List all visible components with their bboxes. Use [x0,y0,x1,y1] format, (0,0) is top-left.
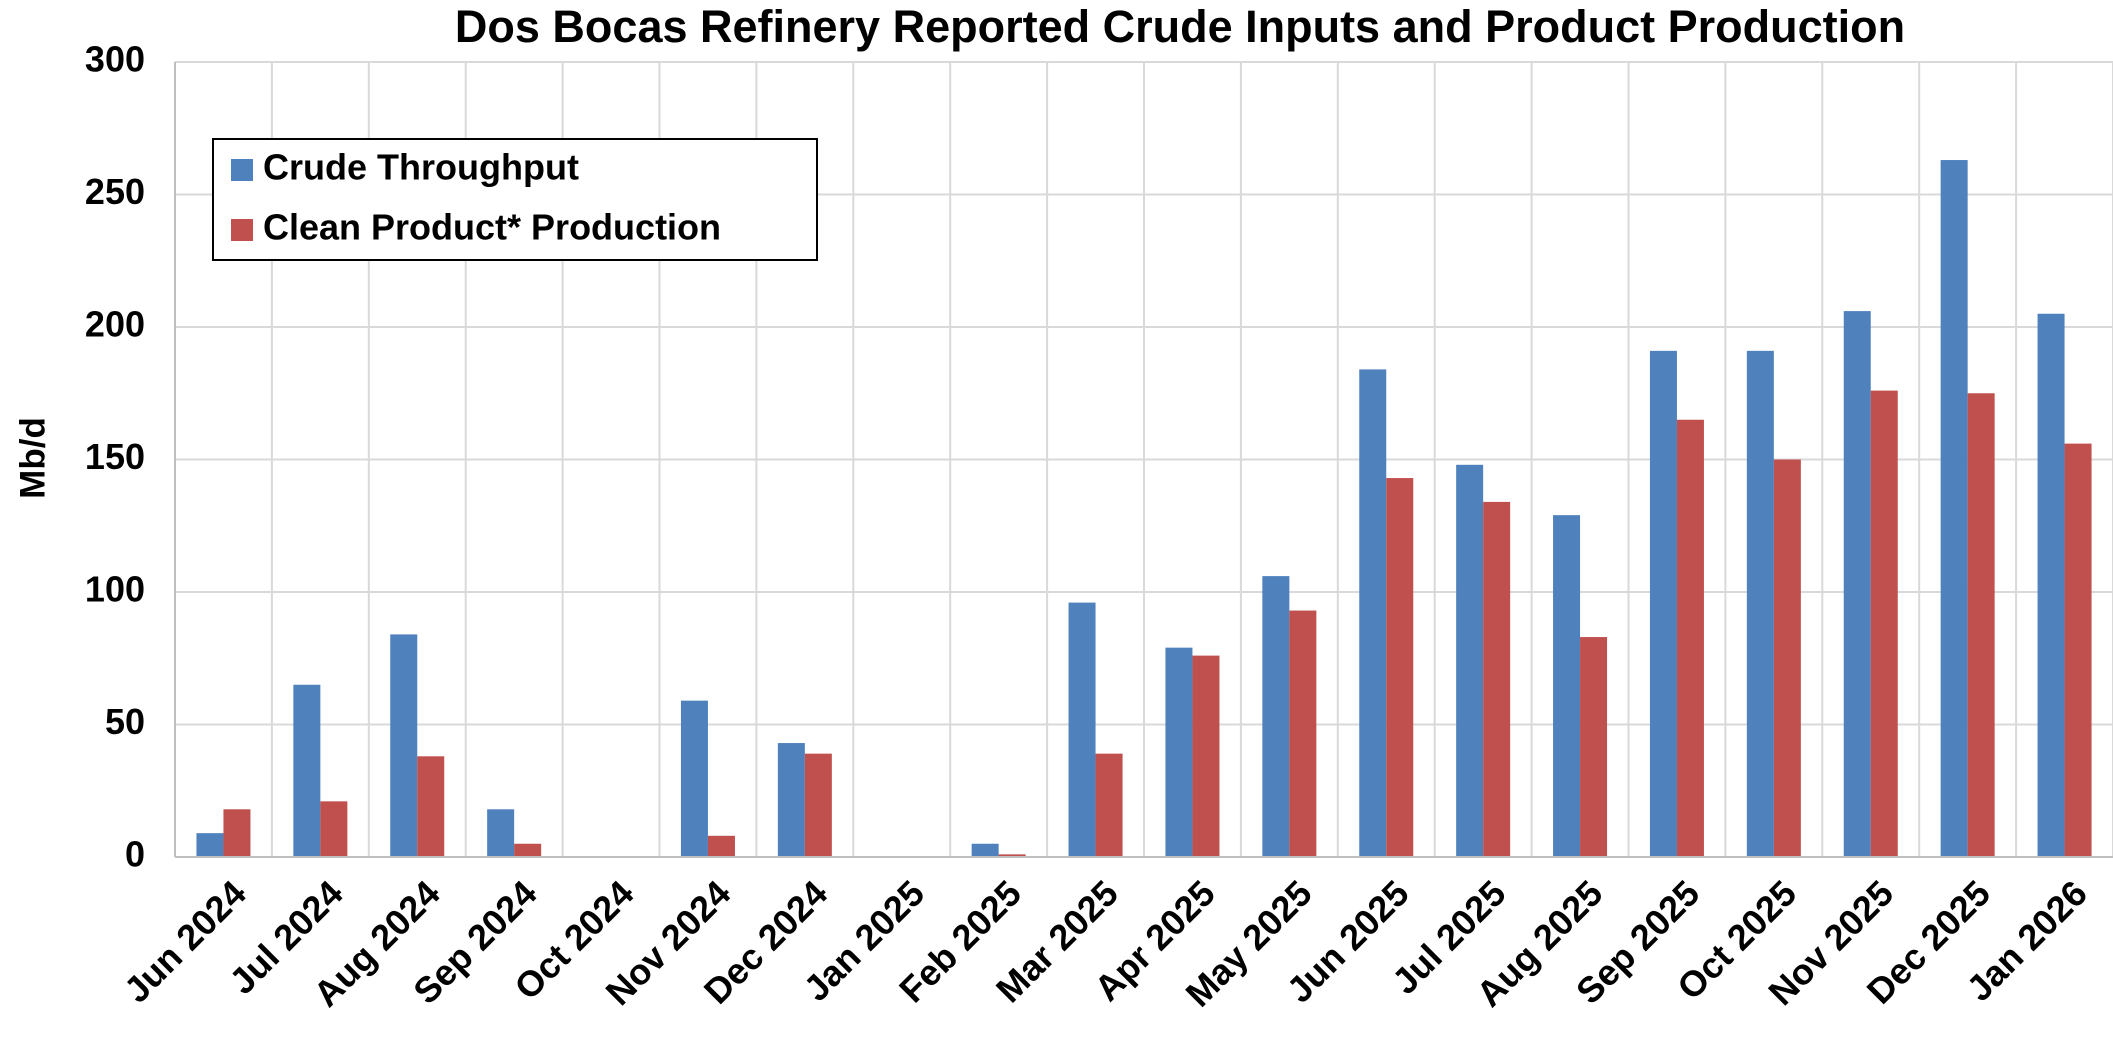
bar [196,833,224,857]
bar [487,809,515,857]
bar [1553,515,1581,857]
bar [1165,647,1193,857]
bar [2037,313,2065,857]
bar [293,684,321,857]
y-axis-label: Mb/d [13,417,52,499]
y-tick-label: 250 [85,171,145,212]
bar [1580,637,1608,857]
bar [223,809,251,857]
bar [1095,753,1123,857]
bar [1192,655,1220,857]
bar [971,843,999,857]
legend-label: Clean Product* Production [263,207,721,248]
legend-label: Crude Throughput [263,147,579,188]
bar [514,843,542,857]
bar [417,756,445,857]
bar [1940,160,1968,858]
bar [2064,443,2092,857]
legend-box [212,138,818,261]
y-tick-label: 0 [125,834,145,875]
legend-swatch [231,219,253,241]
bar [1676,419,1704,857]
bar [1649,350,1677,857]
y-tick-label: 50 [105,701,145,742]
bar [1773,459,1801,857]
bar [1068,602,1096,857]
bar [777,743,805,857]
bar [1386,478,1414,857]
bar [1359,369,1387,857]
bar [804,753,832,857]
x-tick-label: Jun 2024 [116,872,254,1010]
bar [1870,390,1898,857]
bar [1289,610,1317,857]
y-tick-label: 300 [85,39,145,80]
bar [320,801,348,857]
legend-swatch [231,159,253,181]
bar [1262,576,1290,857]
bar [1483,501,1511,857]
bar [1843,311,1871,858]
bar [707,835,735,857]
bar [1456,464,1484,857]
chart-title: Dos Bocas Refinery Reported Crude Inputs… [455,1,1905,52]
bar [680,700,708,857]
y-tick-label: 200 [85,304,145,345]
y-tick-label: 100 [85,569,145,610]
bar [998,854,1026,857]
y-tick-label: 150 [85,436,145,477]
bar [1967,393,1995,857]
bar [390,634,418,857]
bar [1746,350,1774,857]
